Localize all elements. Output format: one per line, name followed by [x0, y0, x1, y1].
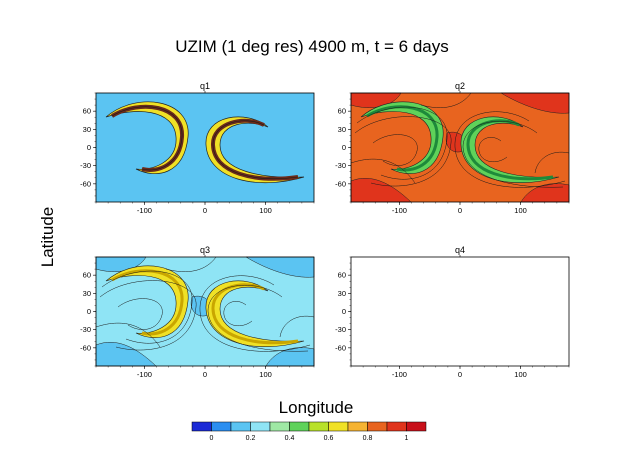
panel-label: q1: [200, 81, 210, 91]
main-title: UZIM (1 deg res) 4900 m, t = 6 days: [175, 37, 449, 56]
x-tick-label: -100: [137, 370, 152, 379]
y-axis-title: Latitude: [38, 207, 57, 268]
contour-line: [199, 275, 311, 352]
colorbar-segment: [347, 421, 368, 432]
x-tick-label: -100: [137, 206, 152, 215]
panel-label: q3: [200, 245, 210, 255]
y-tick-label: 60: [83, 107, 91, 116]
x-tick-label: 0: [458, 370, 462, 379]
y-tick-label: 60: [83, 271, 91, 280]
colorbar-segment: [230, 421, 251, 432]
panel-q1: q1 -100 0 100 60 30 0 -30 -60: [80, 81, 315, 215]
y-tick-label: -30: [335, 161, 346, 170]
colorbar-label: 0: [210, 435, 214, 442]
swirl-east-core: [466, 119, 554, 181]
x-tick-label: 100: [514, 370, 527, 379]
y-tick-label: 30: [338, 289, 346, 298]
colorbar-label: 0.8: [363, 435, 373, 442]
colorbar-label: 1: [405, 435, 409, 442]
y-tick-label: 60: [338, 271, 346, 280]
contour-line: [165, 256, 217, 272]
swirl-west-core: [366, 105, 439, 172]
y-tick-label: 0: [342, 307, 346, 316]
crescent-west: [105, 101, 189, 175]
colorbar-segment: [191, 421, 212, 432]
colorbar-segment: [211, 421, 232, 432]
y-tick-label: 0: [342, 143, 346, 152]
panel-background: [351, 257, 569, 366]
colorbar-segment: [386, 421, 407, 432]
y-tick-label: -60: [80, 179, 91, 188]
colorbar-segment: [289, 421, 310, 432]
contour-line: [111, 106, 183, 171]
y-tick-label: 30: [83, 289, 91, 298]
y-tick-label: -60: [335, 343, 346, 352]
x-tick-label: 0: [203, 370, 207, 379]
panel-label: q2: [455, 81, 465, 91]
colorbar-segment: [269, 421, 290, 432]
swirl-east-core: [211, 283, 299, 345]
colorbar-label: 0.4: [285, 435, 295, 442]
y-tick-label: -60: [80, 343, 91, 352]
colorbar-segment: [250, 421, 271, 432]
contour-line: [420, 92, 472, 108]
contour-line: [462, 121, 564, 188]
y-tick-label: -30: [80, 161, 91, 170]
contour-line: [534, 151, 570, 174]
contour-line: [99, 280, 197, 351]
panel-q4: q4 -100 0 100 60 30 0 -30 -60: [335, 245, 570, 379]
colorbar-segment: [308, 421, 329, 432]
contour-line: [207, 285, 309, 352]
x-tick-label: 100: [259, 206, 272, 215]
x-axis-title: Longitude: [279, 398, 354, 417]
panel-q3: q3 -100 0 100 60 30 0 -30 -60: [80, 245, 315, 379]
contour-line: [95, 322, 161, 348]
colorbar: 0 0.2 0.4 0.6 0.8 1: [191, 421, 427, 442]
panel-q2: q2 -100 0 100 60 30 0 -30 -60: [335, 81, 570, 215]
contour-line: [454, 111, 566, 188]
y-tick-label: 60: [338, 107, 346, 116]
y-tick-label: -30: [335, 325, 346, 334]
y-tick-label: 30: [83, 125, 91, 134]
x-tick-label: 0: [203, 206, 207, 215]
y-tick-label: 0: [87, 307, 91, 316]
colorbar-segment: [367, 421, 388, 432]
y-tick-label: -60: [335, 179, 346, 188]
contour-line: [279, 315, 315, 338]
colorbar-segment: [328, 421, 349, 432]
x-tick-label: -100: [392, 370, 407, 379]
y-tick-label: 0: [87, 143, 91, 152]
x-tick-label: 100: [259, 370, 272, 379]
x-tick-label: 100: [514, 206, 527, 215]
colorbar-label: 0.2: [246, 435, 256, 442]
x-tick-label: 0: [458, 206, 462, 215]
x-tick-label: -100: [392, 206, 407, 215]
y-tick-label: -30: [80, 325, 91, 334]
contour-line: [354, 116, 452, 187]
swirl-west-core: [111, 269, 184, 336]
colorbar-label: 0.6: [324, 435, 334, 442]
colorbar-segment: [406, 421, 427, 432]
panel-label: q4: [455, 245, 465, 255]
y-tick-label: 30: [338, 125, 346, 134]
contour-line: [212, 120, 299, 179]
contour-line: [350, 158, 416, 184]
